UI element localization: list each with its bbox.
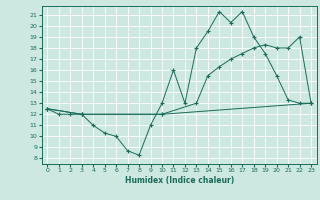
X-axis label: Humidex (Indice chaleur): Humidex (Indice chaleur) xyxy=(124,176,234,185)
